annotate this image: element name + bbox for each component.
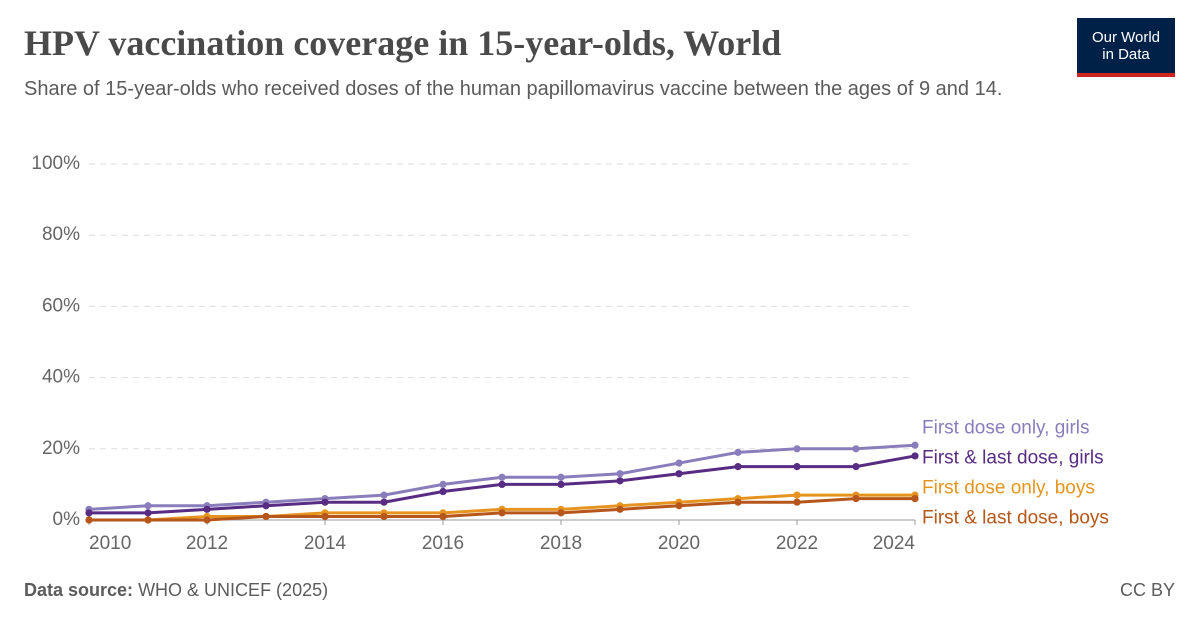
data-point — [144, 502, 152, 510]
data-point — [144, 509, 152, 517]
data-point — [793, 498, 801, 506]
x-tick-label: 2018 — [540, 533, 582, 554]
data-point — [557, 480, 565, 488]
data-point — [911, 452, 919, 460]
chart-subtitle: Share of 15-year-olds who received doses… — [24, 78, 1003, 100]
series-label: First dose only, girls — [922, 418, 1090, 439]
data-point — [85, 509, 93, 517]
y-tick-label: 20% — [42, 438, 80, 459]
data-point — [439, 480, 447, 488]
x-tick-label: 2020 — [658, 533, 700, 554]
source[interactable]: WHO & UNICEF (2025) — [138, 580, 329, 600]
data-point — [380, 491, 388, 499]
data-point — [498, 473, 506, 481]
data-point — [734, 463, 742, 471]
series-label: First & last dose, boys — [922, 508, 1109, 529]
y-tick-label: 100% — [31, 153, 80, 174]
data-point — [911, 495, 919, 503]
data-point — [852, 495, 860, 503]
data-point — [321, 512, 329, 521]
data-point — [793, 491, 801, 499]
y-tick-label: 0% — [53, 509, 81, 530]
data-point — [734, 498, 742, 506]
data-point — [911, 441, 919, 449]
logo-line: Our World — [1091, 29, 1161, 46]
data-point — [203, 505, 211, 513]
data-point — [321, 498, 329, 506]
data-point — [557, 473, 565, 481]
chart-title: HPV vaccination coverage in 15-year-olds… — [24, 23, 782, 63]
data-point — [675, 459, 683, 467]
logo-line: in Data — [1102, 46, 1150, 63]
y-tick-label: 60% — [42, 295, 80, 316]
data-point — [380, 498, 388, 506]
data-point — [498, 509, 506, 517]
data-point — [262, 502, 270, 510]
x-tick-label: 2016 — [422, 533, 464, 554]
data-point — [675, 502, 683, 510]
data-point — [498, 480, 506, 488]
x-tick-label: 2024 — [873, 533, 916, 554]
series-label: First dose only, boys — [922, 478, 1095, 499]
x-tick-label: 2012 — [186, 533, 228, 554]
data-point — [439, 512, 447, 521]
data-point — [793, 463, 801, 471]
x-tick-label: 2014 — [304, 533, 347, 554]
x-tick-label: 2022 — [776, 533, 818, 554]
series-label: First & last dose, girls — [922, 448, 1104, 469]
x-tick-label: 2010 — [89, 533, 131, 554]
data-point — [557, 509, 565, 517]
data-point — [203, 516, 211, 524]
license[interactable]: CC BY — [1119, 580, 1175, 600]
data-point — [852, 463, 860, 471]
data-point — [616, 470, 624, 478]
logo[interactable]: Our World in Data — [1077, 18, 1175, 77]
data-point — [793, 445, 801, 453]
data-point — [675, 470, 683, 478]
data-point — [144, 516, 152, 524]
source-note: Data source: WHO & UNICEF (2025) — [24, 580, 328, 601]
data-point — [852, 445, 860, 453]
y-tick-label: 40% — [42, 367, 80, 388]
source-label: Data source: — [24, 580, 134, 600]
y-tick-label: 80% — [42, 224, 80, 245]
data-point — [616, 477, 624, 485]
data-point — [439, 487, 447, 496]
data-point — [262, 512, 270, 521]
data-point — [380, 512, 388, 521]
data-point — [85, 516, 93, 524]
data-point — [734, 448, 742, 456]
data-point — [616, 505, 624, 513]
